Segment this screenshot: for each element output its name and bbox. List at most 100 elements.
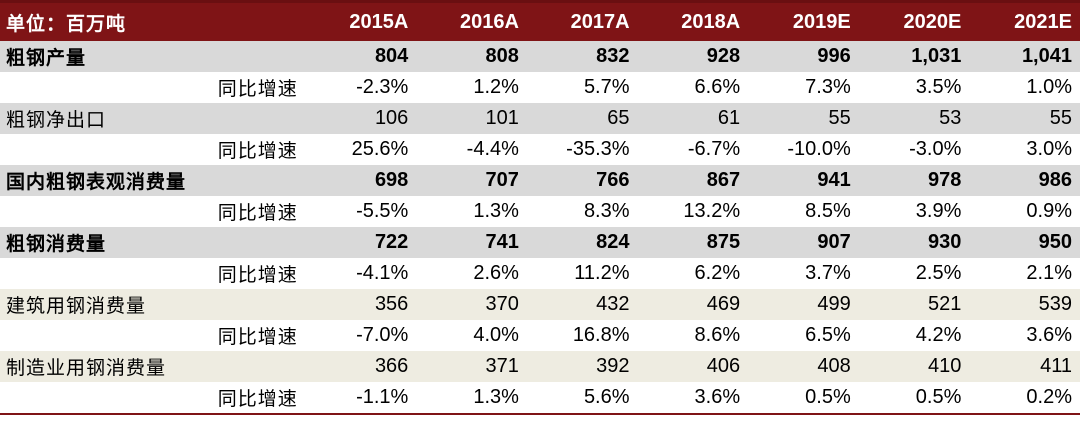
table-cell: 11.2% — [526, 258, 638, 289]
table-row: 同比增速 -4.1% 2.6% 11.2% 6.2% 3.7% 2.5% 2.1… — [0, 258, 1080, 289]
table-cell: 766 — [526, 165, 638, 196]
table-cell: 106 — [305, 103, 417, 134]
table-cell: 0.5% — [858, 382, 970, 415]
table-cell: 521 — [858, 289, 970, 320]
row-label: 同比增速 — [201, 196, 306, 227]
table-cell: 4.0% — [416, 320, 527, 351]
table-cell: 2.6% — [416, 258, 527, 289]
table-cell: 1,041 — [969, 41, 1080, 72]
row-label: 同比增速 — [201, 72, 306, 103]
table-cell: -3.0% — [858, 134, 970, 165]
table-cell: 6.2% — [637, 258, 749, 289]
table-row: 同比增速 -7.0% 4.0% 16.8% 8.6% 6.5% 4.2% 3.6… — [0, 320, 1080, 351]
table-cell: 3.9% — [858, 196, 970, 227]
table-cell: 65 — [526, 103, 638, 134]
table-cell: 371 — [416, 351, 527, 382]
table-cell: 370 — [416, 289, 527, 320]
table-cell: 1.3% — [416, 382, 527, 415]
table-cell: 499 — [748, 289, 859, 320]
table-cell: 0.5% — [748, 382, 859, 415]
table-row: 粗钢净出口 106 101 65 61 55 53 55 — [0, 103, 1080, 134]
table-cell: 2.1% — [969, 258, 1080, 289]
table-cell: 986 — [969, 165, 1080, 196]
spacer-cell — [0, 196, 202, 227]
table-cell: 4.2% — [858, 320, 970, 351]
spacer-cell — [0, 72, 202, 103]
table-row: 建筑用钢消费量 356 370 432 469 499 521 539 — [0, 289, 1080, 320]
table-cell: 1.0% — [969, 72, 1080, 103]
table-cell: 411 — [969, 351, 1080, 382]
table-cell: 996 — [748, 41, 859, 72]
table-row: 粗钢消费量 722 741 824 875 907 930 950 — [0, 227, 1080, 258]
table-cell: 707 — [416, 165, 527, 196]
table-cell: 539 — [969, 289, 1080, 320]
table-cell: 406 — [637, 351, 749, 382]
spacer-cell — [0, 320, 202, 351]
table-row: 制造业用钢消费量 366 371 392 406 408 410 411 — [0, 351, 1080, 382]
table-row: 同比增速 -1.1% 1.3% 5.6% 3.6% 0.5% 0.5% 0.2% — [0, 382, 1080, 415]
table-cell: 808 — [416, 41, 527, 72]
table-cell: 6.6% — [637, 72, 749, 103]
row-label: 同比增速 — [201, 134, 306, 165]
table-cell: 3.7% — [748, 258, 859, 289]
table-cell: 804 — [305, 41, 417, 72]
table-cell: 698 — [305, 165, 417, 196]
table-cell: -5.5% — [305, 196, 417, 227]
table-cell: 8.3% — [526, 196, 638, 227]
table-row: 同比增速 -2.3% 1.2% 5.7% 6.6% 7.3% 3.5% 1.0% — [0, 72, 1080, 103]
table-cell: 1.3% — [416, 196, 527, 227]
row-label: 制造业用钢消费量 — [0, 351, 306, 382]
table-cell: -1.1% — [305, 382, 417, 415]
table-cell: 5.7% — [526, 72, 638, 103]
table-cell: 366 — [305, 351, 417, 382]
row-label: 同比增速 — [201, 258, 306, 289]
table-cell: 741 — [416, 227, 527, 258]
table-cell: 408 — [748, 351, 859, 382]
table-cell: -6.7% — [637, 134, 749, 165]
table-cell: -10.0% — [748, 134, 859, 165]
row-label: 同比增速 — [201, 320, 306, 351]
table-cell: 930 — [858, 227, 970, 258]
spacer-cell — [0, 258, 202, 289]
table-cell: 722 — [305, 227, 417, 258]
table-cell: 8.5% — [748, 196, 859, 227]
row-label: 国内粗钢表观消费量 — [0, 165, 306, 196]
table-cell: 16.8% — [526, 320, 638, 351]
table-cell: 469 — [637, 289, 749, 320]
table-cell: 432 — [526, 289, 638, 320]
table-cell: 356 — [305, 289, 417, 320]
table-cell: 3.0% — [969, 134, 1080, 165]
table-row: 同比增速 25.6% -4.4% -35.3% -6.7% -10.0% -3.… — [0, 134, 1080, 165]
year-header: 2019E — [748, 0, 859, 41]
table-cell: -35.3% — [526, 134, 638, 165]
table-cell: 1,031 — [858, 41, 970, 72]
spacer-cell — [0, 382, 202, 415]
year-header: 2017A — [526, 0, 638, 41]
table-cell: 950 — [969, 227, 1080, 258]
table-cell: 907 — [748, 227, 859, 258]
year-header: 2016A — [416, 0, 527, 41]
table-cell: 2.5% — [858, 258, 970, 289]
table-row: 国内粗钢表观消费量 698 707 766 867 941 978 986 — [0, 165, 1080, 196]
table-cell: 941 — [748, 165, 859, 196]
row-label: 粗钢消费量 — [0, 227, 306, 258]
table-cell: 928 — [637, 41, 749, 72]
table-cell: 3.6% — [637, 382, 749, 415]
table-cell: 55 — [748, 103, 859, 134]
row-label: 粗钢净出口 — [0, 103, 306, 134]
table-cell: -4.4% — [416, 134, 527, 165]
table-cell: 410 — [858, 351, 970, 382]
year-header: 2015A — [305, 0, 417, 41]
table-cell: 6.5% — [748, 320, 859, 351]
table-cell: 7.3% — [748, 72, 859, 103]
year-header: 2018A — [637, 0, 749, 41]
table-cell: 25.6% — [305, 134, 417, 165]
spacer-cell — [0, 134, 202, 165]
table-cell: -4.1% — [305, 258, 417, 289]
table-cell: 824 — [526, 227, 638, 258]
header-row: 单位：百万吨 2015A 2016A 2017A 2018A 2019E 202… — [0, 0, 1080, 41]
year-header: 2020E — [858, 0, 970, 41]
table-row: 同比增速 -5.5% 1.3% 8.3% 13.2% 8.5% 3.9% 0.9… — [0, 196, 1080, 227]
table-cell: 875 — [637, 227, 749, 258]
year-header: 2021E — [969, 0, 1080, 41]
